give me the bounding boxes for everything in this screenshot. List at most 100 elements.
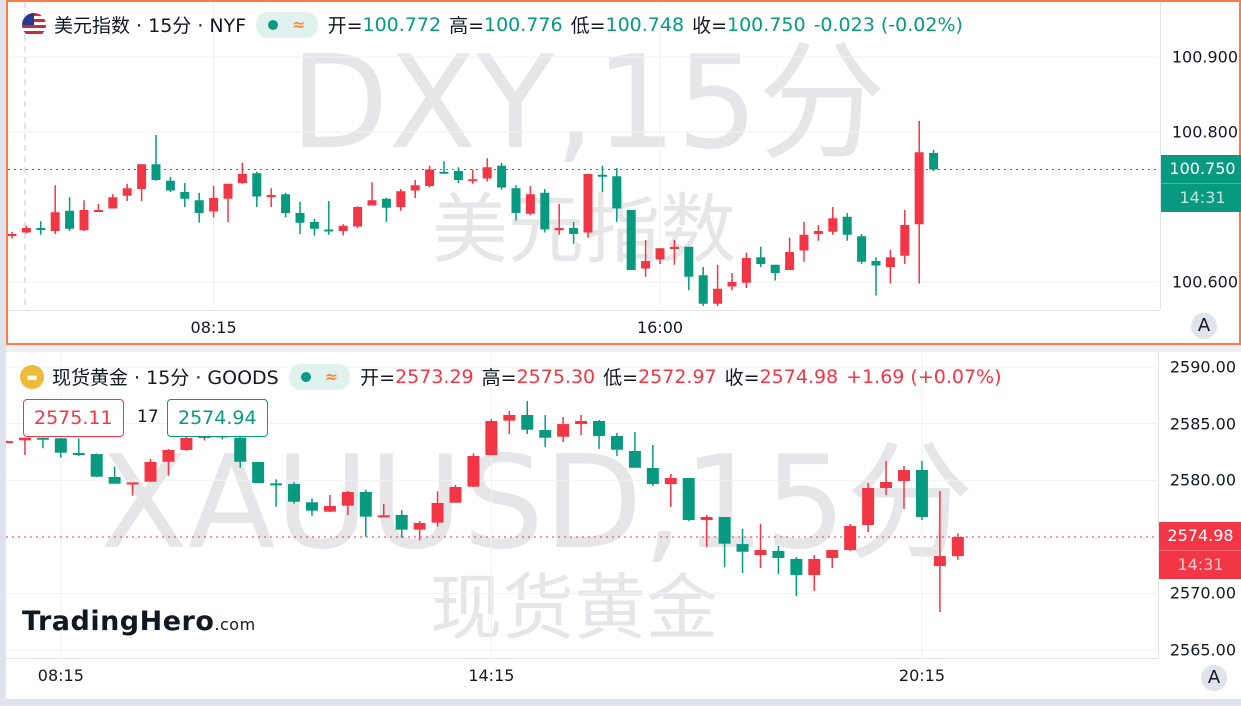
candle[interactable] (36, 437, 49, 449)
candle[interactable] (754, 524, 767, 569)
time-axis[interactable]: 08:15 16:00 (8, 310, 1160, 344)
candle[interactable] (610, 432, 623, 456)
candle[interactable] (93, 204, 103, 212)
candle[interactable] (790, 556, 803, 596)
candle[interactable] (162, 448, 175, 476)
candle[interactable] (180, 183, 190, 207)
candle[interactable] (511, 185, 521, 221)
candle[interactable] (367, 182, 377, 206)
candle[interactable] (727, 273, 737, 291)
status-pill[interactable]: ≈ (288, 363, 351, 390)
candle[interactable] (18, 437, 31, 455)
candle[interactable] (741, 252, 751, 288)
pane-separator[interactable] (6, 345, 1241, 352)
candle[interactable] (756, 246, 766, 267)
candle[interactable] (410, 180, 420, 198)
candle[interactable] (880, 460, 893, 496)
candle[interactable] (612, 168, 622, 222)
candle[interactable] (453, 167, 463, 183)
candle[interactable] (341, 490, 354, 515)
candle[interactable] (503, 411, 516, 435)
candle[interactable] (281, 192, 291, 218)
price-axis[interactable]: 2574.98 14:31 2590.00 2585.00 2580.00 2570.… (1158, 352, 1241, 660)
candle[interactable] (655, 248, 665, 264)
candle[interactable] (684, 246, 694, 291)
candle[interactable] (36, 221, 46, 235)
candle[interactable] (439, 161, 449, 174)
candle[interactable] (338, 224, 348, 236)
candle[interactable] (485, 418, 498, 456)
candle[interactable] (413, 520, 426, 541)
buy-price-button[interactable]: 2574.94 (167, 399, 268, 437)
candle[interactable] (234, 436, 247, 468)
candle[interactable] (900, 210, 910, 264)
candle[interactable] (772, 545, 785, 575)
candle[interactable] (126, 482, 139, 496)
candle[interactable] (554, 204, 564, 235)
candle[interactable] (252, 461, 265, 484)
price-axis[interactable]: 100.750 14:31 100.900 100.800 100.600 (1160, 2, 1241, 310)
candle[interactable] (933, 490, 946, 612)
candle[interactable] (8, 231, 17, 239)
candle[interactable] (395, 510, 408, 538)
candle[interactable] (353, 206, 363, 228)
candle[interactable] (700, 514, 713, 547)
candle[interactable] (713, 264, 723, 306)
candle[interactable] (557, 417, 570, 443)
candle[interactable] (718, 516, 731, 568)
candle[interactable] (6, 440, 13, 444)
candle[interactable] (323, 495, 336, 512)
candle[interactable] (862, 483, 875, 533)
candle[interactable] (628, 431, 641, 468)
candle[interactable] (165, 177, 175, 192)
candle[interactable] (252, 171, 262, 207)
dxy-chart-pane[interactable]: DXY,15分 美元指数 美元指数 · 15分 · NYF ≈ 开= 100.7… (6, 0, 1241, 345)
candle[interactable] (309, 219, 319, 236)
candle[interactable] (108, 194, 118, 209)
candle[interactable] (209, 186, 219, 218)
candle[interactable] (54, 437, 67, 458)
candle[interactable] (871, 257, 881, 296)
candle[interactable] (50, 185, 60, 234)
candle[interactable] (597, 165, 607, 192)
candle[interactable] (266, 188, 276, 207)
auto-scale-button[interactable]: A (1191, 313, 1217, 339)
candle[interactable] (641, 240, 651, 277)
candle[interactable] (664, 473, 677, 508)
candle[interactable] (270, 479, 283, 507)
candle[interactable] (525, 186, 535, 216)
candle[interactable] (813, 225, 823, 241)
candle[interactable] (223, 183, 233, 222)
candle[interactable] (305, 498, 318, 516)
candle[interactable] (626, 210, 636, 270)
candle[interactable] (377, 503, 390, 518)
candle[interactable] (180, 435, 193, 451)
candle[interactable] (540, 189, 550, 233)
candle[interactable] (785, 237, 795, 270)
candle[interactable] (90, 453, 103, 478)
candle[interactable] (669, 240, 679, 265)
candle[interactable] (72, 438, 85, 456)
candle[interactable] (929, 150, 939, 171)
dxy-candlestick-chart[interactable] (8, 2, 1158, 306)
candle[interactable] (826, 550, 839, 569)
candle[interactable] (108, 466, 121, 484)
candle[interactable] (467, 453, 480, 487)
time-axis[interactable]: 08:15 14:15 20:15 (6, 658, 1158, 699)
candle[interactable] (569, 222, 579, 244)
candle[interactable] (575, 414, 588, 436)
candle[interactable] (736, 528, 749, 574)
candle[interactable] (583, 174, 593, 238)
candle[interactable] (137, 164, 147, 201)
candle[interactable] (842, 213, 852, 241)
auto-scale-button[interactable]: A (1201, 665, 1227, 691)
candle[interactable] (698, 267, 708, 306)
candle[interactable] (770, 264, 780, 281)
candle[interactable] (951, 533, 964, 560)
candle[interactable] (79, 200, 89, 231)
candle[interactable] (593, 419, 606, 449)
candle[interactable] (21, 225, 31, 234)
candle[interactable] (359, 489, 372, 537)
sell-price-button[interactable]: 2575.11 (23, 399, 124, 437)
candle[interactable] (497, 162, 507, 190)
